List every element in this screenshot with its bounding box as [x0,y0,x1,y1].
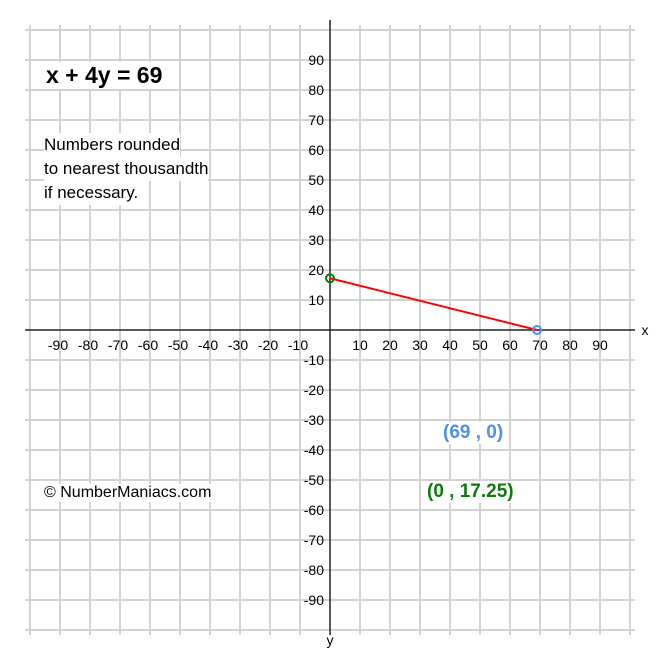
x-tick-label: -40 [198,337,218,353]
x-tick-label: 20 [382,337,398,353]
x-tick-label: 10 [352,337,368,353]
y-tick-label: -20 [304,382,324,398]
y-tick-label: 40 [308,202,324,218]
y-tick-label: 20 [308,262,324,278]
x-tick-label: -60 [138,337,158,353]
x-intercept-label: (69 , 0) [443,422,504,444]
y-tick-label: 30 [308,232,324,248]
x-tick-label: 40 [442,337,458,353]
x-tick-label: -10 [288,337,308,353]
x-tick-label: 90 [592,337,608,353]
x-tick-label: 70 [532,337,548,353]
rounding-note: Numbers rounded to nearest thousandth if… [44,133,209,205]
x-tick-label: 30 [412,337,428,353]
equation-title: x + 4y = 69 [44,62,165,89]
y-tick-label: 80 [308,82,324,98]
x-tick-label: -90 [48,337,68,353]
y-tick-label: -90 [304,592,324,608]
y-intercept-label: (0 , 17.25) [427,481,514,503]
x-tick-label: -20 [258,337,278,353]
note-line: if necessary. [44,181,139,205]
y-tick-label: 50 [308,172,324,188]
intercept-point [325,273,335,284]
copyright-text[interactable]: © NumberManiacs.com [44,484,212,502]
y-tick-label: -50 [304,472,324,488]
y-tick-label: -10 [304,352,324,368]
x-axis-label: x [642,322,649,338]
x-tick-label: 60 [502,337,518,353]
x-tick-label: 80 [562,337,578,353]
y-tick-label: -30 [304,412,324,428]
x-tick-label: -30 [228,337,248,353]
y-tick-label: -70 [304,532,324,548]
y-tick-label: 60 [308,142,324,158]
equation-line [329,277,538,331]
y-tick-label: 70 [308,112,324,128]
x-tick-label: -50 [168,337,188,353]
y-tick-label: -40 [304,442,324,458]
y-tick-label: 90 [308,52,324,68]
x-tick-label: -70 [108,337,128,353]
note-line: Numbers rounded [44,133,181,157]
intercept-point [532,325,542,335]
note-line: to nearest thousandth [44,157,209,181]
y-tick-label: 10 [308,292,324,308]
y-tick-label: -80 [304,562,324,578]
x-tick-label: 50 [472,337,488,353]
y-axis-label: y [327,632,334,648]
y-tick-label: -60 [304,502,324,518]
x-tick-label: -80 [78,337,98,353]
